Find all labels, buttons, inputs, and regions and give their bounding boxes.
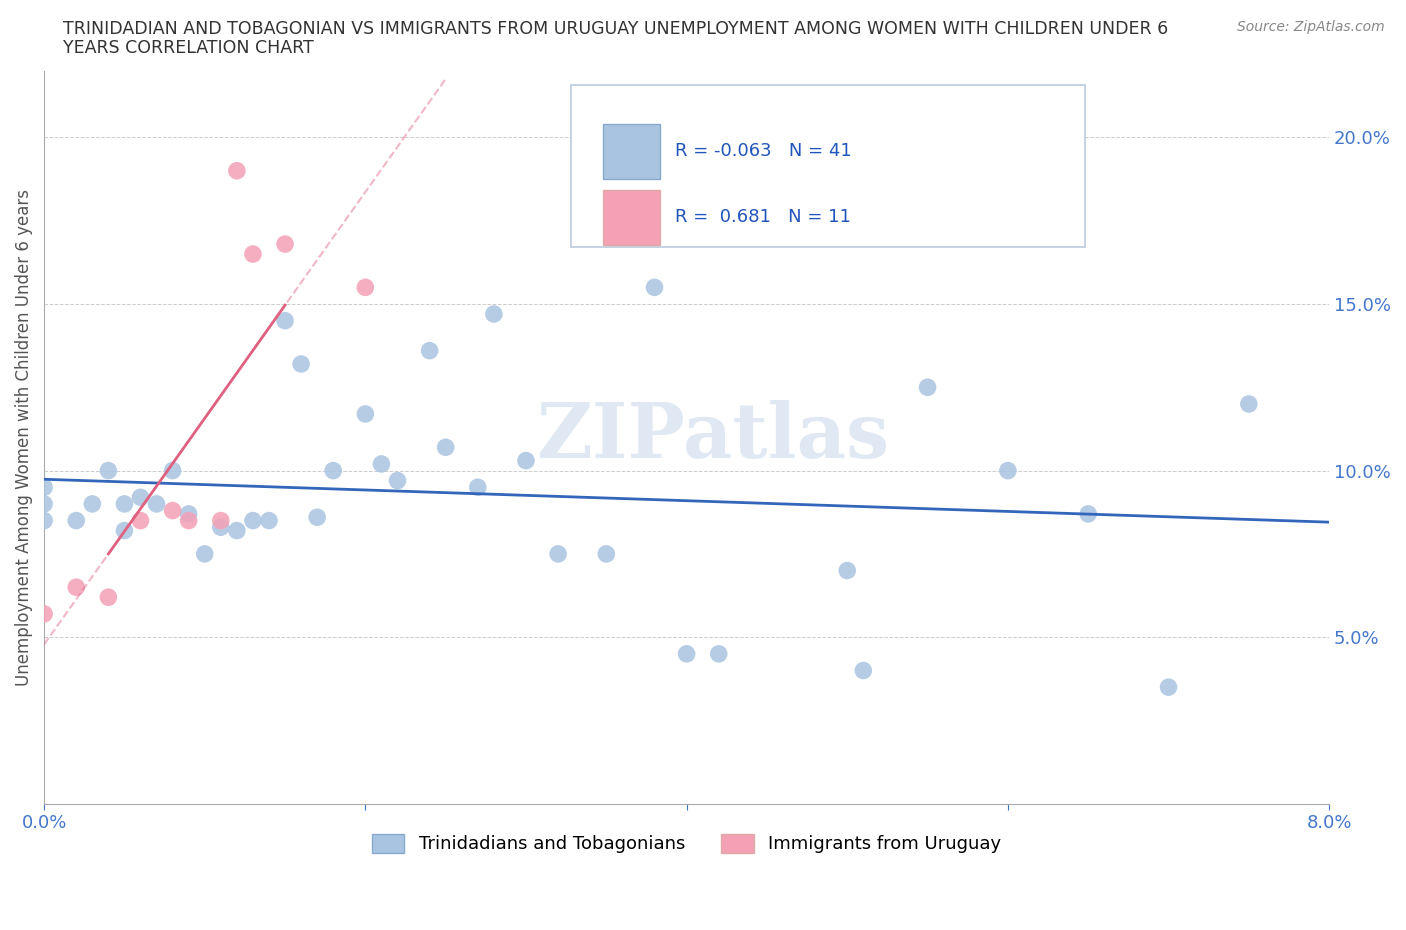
FancyBboxPatch shape	[603, 124, 659, 179]
Legend: Trinidadians and Tobagonians, Immigrants from Uruguay: Trinidadians and Tobagonians, Immigrants…	[364, 827, 1008, 861]
Point	[675, 646, 697, 661]
Point	[644, 280, 666, 295]
Point	[387, 473, 409, 488]
Point	[467, 480, 489, 495]
Point	[209, 513, 232, 528]
Point	[595, 547, 617, 562]
Point	[419, 343, 441, 358]
Point	[162, 503, 184, 518]
Point	[274, 313, 297, 328]
Text: Source: ZipAtlas.com: Source: ZipAtlas.com	[1237, 20, 1385, 34]
Point	[1237, 396, 1260, 411]
Point	[917, 379, 939, 394]
FancyBboxPatch shape	[571, 86, 1085, 246]
Point	[209, 520, 232, 535]
Point	[145, 497, 167, 512]
Point	[112, 524, 135, 538]
Point	[1157, 680, 1180, 695]
Point	[515, 453, 537, 468]
Point	[274, 236, 297, 251]
Text: TRINIDADIAN AND TOBAGONIAN VS IMMIGRANTS FROM URUGUAY UNEMPLOYMENT AMONG WOMEN W: TRINIDADIAN AND TOBAGONIAN VS IMMIGRANTS…	[63, 20, 1168, 38]
Point	[97, 463, 120, 478]
Point	[82, 497, 104, 512]
Point	[129, 490, 152, 505]
Point	[162, 463, 184, 478]
Text: R =  0.681   N = 11: R = 0.681 N = 11	[675, 208, 851, 226]
Point	[112, 497, 135, 512]
Point	[242, 513, 264, 528]
Point	[322, 463, 344, 478]
Point	[177, 513, 200, 528]
Point	[194, 547, 217, 562]
Point	[370, 457, 392, 472]
Point	[32, 606, 55, 621]
Text: YEARS CORRELATION CHART: YEARS CORRELATION CHART	[63, 39, 314, 57]
Point	[177, 507, 200, 522]
FancyBboxPatch shape	[603, 190, 659, 246]
Point	[354, 280, 377, 295]
Point	[32, 497, 55, 512]
Point	[354, 406, 377, 421]
Point	[837, 564, 859, 578]
Point	[65, 513, 87, 528]
Point	[257, 513, 280, 528]
Point	[547, 547, 569, 562]
Point	[852, 663, 875, 678]
Point	[997, 463, 1019, 478]
Point	[307, 510, 329, 525]
Text: ZIPatlas: ZIPatlas	[536, 400, 889, 474]
Point	[32, 480, 55, 495]
Point	[434, 440, 457, 455]
Point	[707, 646, 730, 661]
Point	[97, 590, 120, 604]
Point	[65, 579, 87, 594]
Point	[1077, 507, 1099, 522]
Point	[32, 513, 55, 528]
Point	[225, 524, 247, 538]
Text: R = -0.063   N = 41: R = -0.063 N = 41	[675, 142, 852, 161]
Point	[129, 513, 152, 528]
Point	[242, 246, 264, 261]
Y-axis label: Unemployment Among Women with Children Under 6 years: Unemployment Among Women with Children U…	[15, 189, 32, 685]
Point	[225, 164, 247, 179]
Point	[290, 356, 312, 371]
Point	[482, 307, 505, 322]
